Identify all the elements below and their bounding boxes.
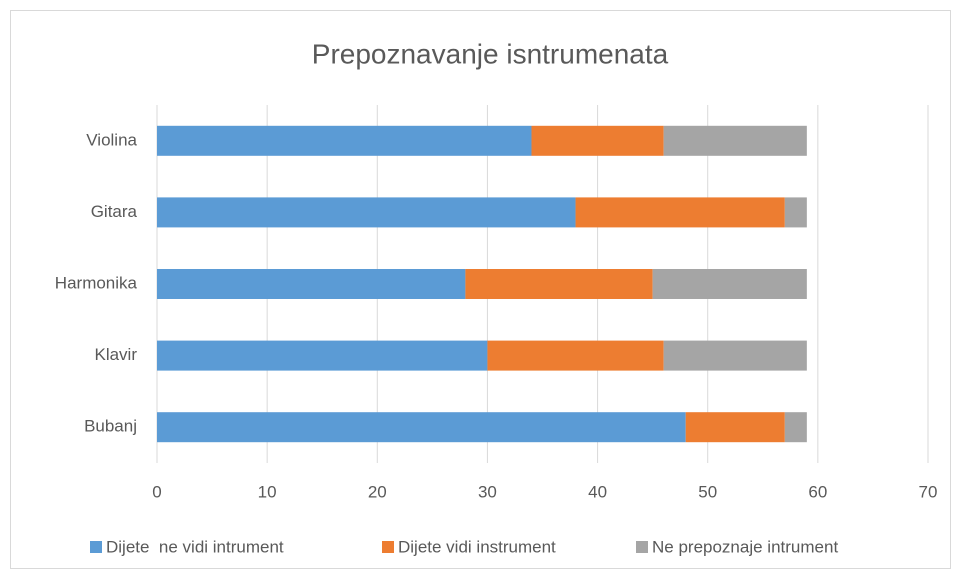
- x-tick-label: 30: [478, 482, 497, 501]
- legend-label: Ne prepoznaje intrument: [652, 537, 838, 556]
- bar-segment: [157, 412, 686, 443]
- legend-swatch: [636, 541, 648, 553]
- bar-segment: [663, 340, 807, 371]
- x-tick-label: 70: [919, 482, 938, 501]
- x-tick-label: 50: [698, 482, 717, 501]
- x-tick-label: 10: [258, 482, 277, 501]
- bar-segment: [157, 197, 576, 228]
- legend-swatch: [382, 541, 394, 553]
- bar-segment: [157, 125, 532, 156]
- bar-segment: [784, 197, 807, 228]
- bar-segment: [652, 269, 807, 299]
- bar-segment: [663, 125, 807, 156]
- legend-swatch: [90, 541, 102, 553]
- chart-title: Prepoznavanje isntrumenata: [312, 38, 669, 69]
- bar-segment: [157, 340, 488, 371]
- bar-segment: [465, 269, 653, 299]
- bar-segment: [784, 412, 807, 443]
- y-tick-label: Gitara: [91, 202, 138, 221]
- y-tick-label: Klavir: [94, 345, 137, 364]
- x-tick-label: 20: [368, 482, 387, 501]
- bar-segment: [157, 269, 466, 299]
- bar-segment: [487, 340, 664, 371]
- legend-label: Dijete ne vidi intrument: [106, 537, 284, 556]
- bar-segment: [685, 412, 785, 443]
- bar-segment: [531, 125, 664, 156]
- legend-label: Dijete vidi instrument: [398, 537, 556, 556]
- bar-segment: [575, 197, 785, 228]
- x-tick-label: 0: [152, 482, 161, 501]
- y-tick-label: Bubanj: [84, 417, 137, 436]
- y-tick-label: Harmonika: [55, 273, 138, 292]
- x-tick-label: 40: [588, 482, 607, 501]
- x-tick-label: 60: [808, 482, 827, 501]
- y-tick-label: Violina: [86, 130, 137, 149]
